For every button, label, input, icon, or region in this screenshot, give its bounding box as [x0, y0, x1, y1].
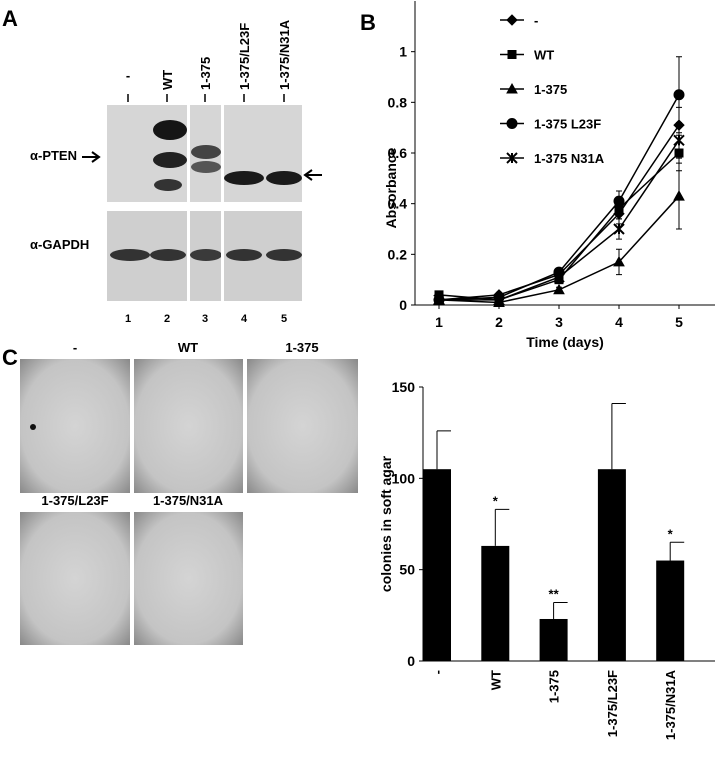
- y-axis-label: colonies in soft agar: [378, 455, 394, 592]
- legend-label: 1-375 L23F: [534, 117, 601, 132]
- error-bar: [494, 508, 510, 546]
- x-tick-label: 2: [495, 314, 503, 330]
- legend-label: 1-375 N31A: [534, 151, 605, 166]
- lane-number: 1: [125, 313, 131, 325]
- lane-label: 1-375/N31A: [277, 19, 292, 90]
- lane-number: 4: [241, 313, 248, 325]
- lane-label: 1-375/L23F: [237, 23, 252, 90]
- image-label: WT: [178, 340, 198, 355]
- lane-number: 3: [202, 313, 208, 325]
- y-tick-label: 50: [399, 562, 415, 578]
- annotation: *: [668, 526, 674, 541]
- blot-row-label: α-PTEN: [30, 148, 77, 163]
- error-bar: [553, 602, 568, 619]
- marker: [613, 223, 625, 235]
- y-tick-label: 0.6: [388, 145, 408, 161]
- marker: [613, 255, 625, 267]
- image-label: -: [73, 340, 77, 355]
- marker: [673, 134, 685, 147]
- error-bar: [669, 541, 685, 561]
- blot-images: [82, 105, 322, 301]
- legend-marker: [507, 50, 517, 59]
- marker: [553, 271, 565, 283]
- y-tick-label: 0: [407, 653, 415, 669]
- blot-row-label: α-GAPDH: [30, 237, 89, 252]
- panel-label: B: [360, 10, 376, 35]
- error-bar: [436, 430, 451, 470]
- lane-label: WT: [160, 70, 175, 90]
- x-tick-label: 1: [435, 314, 443, 330]
- bar: [481, 545, 510, 661]
- y-tick-label: 100: [392, 470, 416, 486]
- legend-label: -: [534, 13, 538, 28]
- x-tick-label: 5: [675, 314, 683, 330]
- x-tick-label: -: [430, 670, 445, 674]
- lane-number: 2: [164, 313, 170, 325]
- agar-images: [20, 359, 358, 645]
- legend-marker: [506, 152, 518, 164]
- legend-marker: [506, 14, 518, 26]
- marker: [673, 190, 685, 201]
- panel-label: C: [2, 345, 18, 370]
- x-axis-label: Time (days): [526, 334, 604, 350]
- marker: [553, 283, 565, 295]
- error-bar: [611, 402, 626, 470]
- bar: [597, 469, 626, 661]
- x-tick-label: 1-375/N31A: [663, 669, 678, 740]
- y-axis-label: Absorbance: [383, 147, 399, 228]
- x-tick-label: 1-375/L23F: [605, 670, 620, 737]
- annotation: **: [549, 587, 560, 602]
- marker: [613, 195, 625, 207]
- lane-number: 5: [281, 313, 287, 325]
- panel-label: A: [2, 6, 18, 31]
- annotation: *: [493, 493, 499, 508]
- legend-label: WT: [534, 48, 554, 63]
- x-tick-label: 1-375: [547, 670, 562, 703]
- x-tick-label: 4: [615, 314, 623, 330]
- lane-label: 1-375: [198, 57, 213, 90]
- bar: [539, 618, 568, 661]
- y-tick-label: 0: [399, 297, 407, 313]
- image-label: 1-375/N31A: [153, 493, 224, 508]
- x-tick-label: 3: [555, 314, 563, 330]
- bar: [656, 560, 685, 661]
- image-label: 1-375/L23F: [41, 493, 108, 508]
- legend-marker: [506, 82, 518, 94]
- legend-marker: [506, 118, 518, 129]
- x-tick-label: WT: [488, 670, 503, 690]
- y-tick-label: 0.2: [388, 246, 408, 262]
- y-tick-label: 0.4: [388, 196, 408, 212]
- marker: [673, 89, 685, 101]
- y-tick-label: 0.8: [388, 94, 408, 110]
- y-tick-label: 150: [392, 379, 416, 395]
- image-label: 1-375: [285, 340, 318, 355]
- lane-label: -: [126, 68, 130, 83]
- legend-label: 1-375: [534, 82, 567, 97]
- bar: [423, 469, 451, 661]
- y-tick-label: 1: [399, 44, 407, 60]
- marker: [433, 294, 445, 306]
- marker: [493, 294, 505, 306]
